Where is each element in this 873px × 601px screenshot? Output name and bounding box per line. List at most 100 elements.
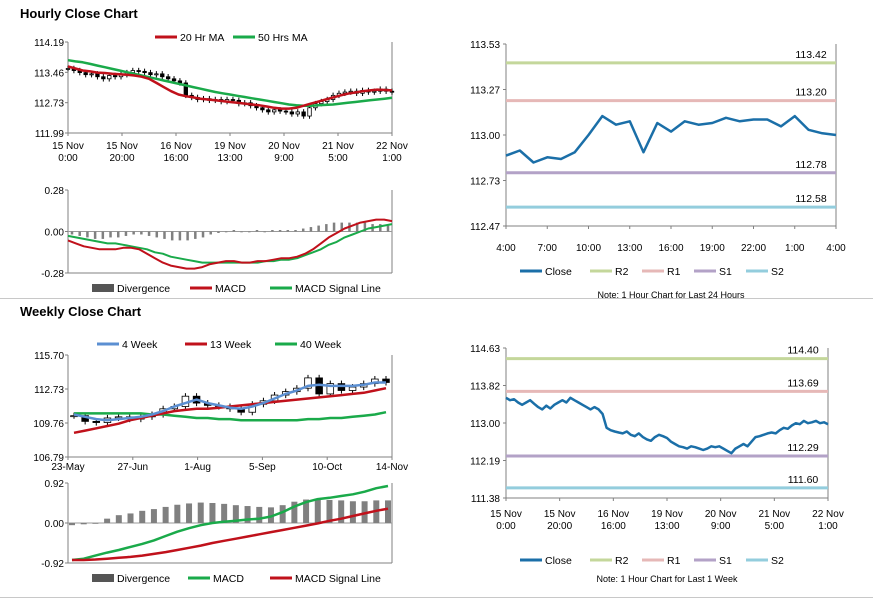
hourly-sr-ytick-label: 113.53: [470, 40, 500, 51]
hourly-macd-divergence-bar: [147, 231, 151, 236]
weekly-sr-xtick-label: 21 Nov: [758, 509, 790, 520]
hourly-macd-divergence-bar: [217, 231, 220, 233]
hourly-price-candle-body: [260, 107, 265, 111]
weekly-sr-xtick-label-time: 9:00: [711, 521, 731, 532]
weekly-sr-xtick-label-time: 1:00: [818, 521, 838, 532]
weekly-price-xtick-label: 14-Nov: [376, 462, 408, 473]
weekly-macd-divergence-bar: [174, 504, 181, 523]
hourly-price-candle-body: [266, 109, 271, 113]
hourly-price-xtick-label-time: 13:00: [217, 153, 242, 164]
hourly-price-candle-body: [171, 78, 177, 82]
weekly-macd-legend-divergence-label: Divergence: [117, 573, 170, 585]
hourly-price-candle-body: [101, 76, 106, 80]
weekly-sr-level-label-r2: 114.40: [787, 345, 818, 357]
weekly-price-ytick-label: 109.76: [33, 419, 64, 430]
hourly-price-candle-body: [160, 73, 165, 78]
hourly-price-ytick-label: 114.19: [34, 38, 64, 49]
hourly-macd-legend-macd-label: MACD: [215, 283, 246, 295]
hourly-macd-divergence-bar: [155, 231, 159, 238]
hourly-macd-divergence-bar: [286, 230, 290, 232]
hourly-price-xtick-label: 19 Nov: [214, 141, 246, 152]
hourly-sr-legend-s1-label: S1: [719, 266, 732, 278]
weekly-macd-divergence-bar: [197, 502, 204, 523]
hourly-price-candle-body: [165, 76, 171, 80]
weekly-macd-divergence-bar: [115, 515, 122, 523]
hourly-price-candle-body: [107, 75, 112, 80]
hourly-ma-long-line: [67, 58, 393, 107]
hourly-macd-divergence-bar: [355, 222, 359, 232]
hourly-price-xtick-label-time: 9:00: [274, 153, 294, 164]
hourly-macd-legend-signal-label: MACD Signal Line: [295, 283, 381, 295]
weekly-macd-ytick-label: 0.00: [45, 519, 65, 530]
weekly-sr-level-label-r1: 113.69: [787, 377, 818, 389]
weekly-macd-divergence-bar: [127, 513, 134, 523]
hourly-sr-close-line: [505, 114, 837, 164]
weekly-macd-divergence-bar: [162, 506, 169, 523]
weekly-sr-xtick-label-time: 0:00: [496, 521, 516, 532]
hourly-price-xtick-label: 22 Nov: [376, 141, 408, 152]
weekly-sr-legend-close-label: Close: [545, 555, 572, 567]
hourly-price-xtick-label-time: 20:00: [109, 153, 134, 164]
hourly-macd-divergence-bar: [248, 231, 251, 233]
hourly-sr-level-label-s1: 112.78: [795, 159, 826, 171]
hourly-price-candle-body: [277, 109, 283, 112]
weekly-sr-ytick-label: 112.19: [470, 457, 500, 468]
weekly-macd-legend-macd-label: MACD: [213, 573, 244, 585]
hourly-sr-note: Note: 1 Hour Chart for Last 24 Hours: [597, 290, 745, 300]
hourly-price-ytick-label: 111.99: [35, 129, 65, 140]
hourly-price-xtick-label: 21 Nov: [322, 141, 354, 152]
hourly-macd-divergence-bar: [224, 231, 228, 233]
weekly-sr-xtick-label-time: 20:00: [547, 521, 572, 532]
weekly-sr-xtick-label: 15 Nov: [544, 509, 576, 520]
hourly-sr-xtick-label: 10:00: [576, 243, 601, 254]
weekly-sr-note: Note: 1 Hour Chart for Last 1 Week: [597, 574, 738, 584]
weekly-macd-divergence-bar: [256, 506, 263, 523]
hourly-macd-divergence-bar: [263, 231, 266, 233]
weekly-macd-divergence-bar: [349, 501, 356, 523]
weekly-macd-divergence-bar: [267, 507, 274, 523]
hourly-sr-xtick-label: 7:00: [538, 243, 558, 254]
hourly-price-candle-body: [372, 90, 377, 93]
hourly-price-xtick-label-time: 5:00: [328, 153, 348, 164]
weekly-macd-divergence-bar: [326, 499, 333, 523]
weekly-legend-40w-label: 40 Week: [300, 339, 342, 351]
weekly-sr-close-line: [505, 396, 829, 455]
weekly-sr-xtick-label-time: 13:00: [654, 521, 679, 532]
hourly-price-xtick-label-time: 0:00: [58, 153, 78, 164]
weekly-sr-legend-r2-label: R2: [615, 555, 629, 567]
weekly-price-xtick-label: 5-Sep: [249, 462, 276, 473]
hourly-macd-divergence-bar: [317, 225, 320, 232]
weekly-legend-4w-label: 4 Week: [122, 339, 158, 351]
weekly-sr-ytick-label: 113.00: [470, 419, 500, 430]
hourly-sr-xtick-label: 16:00: [658, 243, 683, 254]
hourly-macd-divergence-bar: [271, 230, 274, 232]
weekly-price-candle-body: [326, 383, 335, 395]
hourly-price-xtick-label: 15 Nov: [106, 141, 138, 152]
hourly-price-ytick-label: 112.73: [34, 99, 64, 110]
weekly-price-ytick-label: 106.79: [33, 453, 64, 464]
hourly-price-candle-body: [95, 73, 100, 78]
hourly-ma-short-line: [67, 65, 393, 110]
hourly-sr-legend-r1-label: R1: [667, 266, 681, 278]
hourly-macd-divergence-bar: [132, 231, 135, 235]
hourly-price-candle-body: [112, 75, 118, 78]
hourly-macd-ytick-label: 0.00: [45, 228, 65, 239]
hourly-price-candle-body: [389, 90, 395, 93]
hourly-price-candle-body: [89, 73, 94, 76]
hourly-macd-divergence-bar: [78, 231, 81, 236]
weekly-sr-level-label-s2: 111.60: [788, 474, 819, 486]
hourly-macd-divergence-bar: [124, 231, 128, 236]
weekly-sr-xtick-label: 22 Nov: [812, 509, 844, 520]
hourly-legend-ma-short-label: 20 Hr MA: [180, 32, 224, 44]
hourly-macd-line: [67, 218, 393, 270]
hourly-sr-legend-r2-label: R2: [615, 266, 629, 278]
hourly-sr-xtick-label: 13:00: [617, 243, 642, 254]
hourly-macd-divergence-bar: [325, 224, 328, 232]
hourly-macd-divergence-bar: [294, 230, 297, 232]
hourly-macd-ytick-label: 0.28: [45, 186, 65, 197]
weekly-macd-divergence-bar: [303, 499, 310, 523]
weekly-macd-divergence-bar: [186, 503, 193, 523]
hourly-price-candle-body: [272, 109, 277, 113]
section-divider-bottom: [0, 597, 873, 598]
